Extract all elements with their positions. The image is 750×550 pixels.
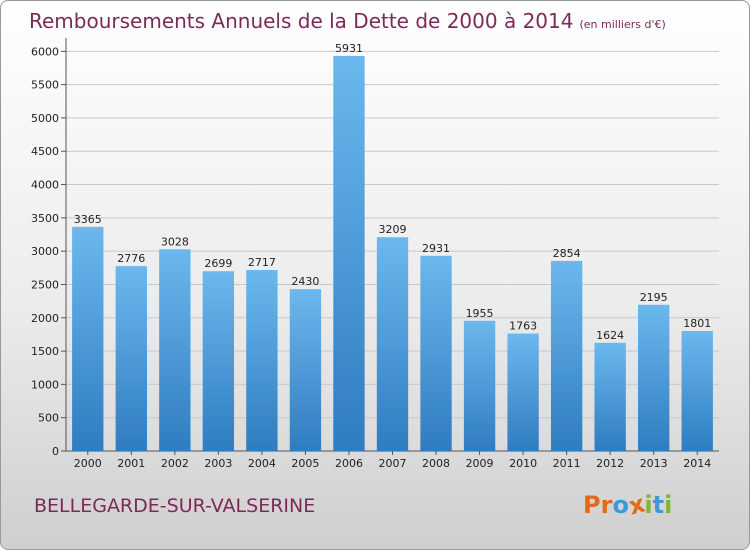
bar xyxy=(594,342,626,451)
chart-title: Remboursements Annuels de la Dette de 20… xyxy=(29,9,666,33)
data-label: 1624 xyxy=(596,329,624,342)
x-tick-label: 2002 xyxy=(161,457,189,470)
x-tick-label: 2011 xyxy=(553,457,581,470)
data-label: 2717 xyxy=(248,256,276,269)
x-tick-label: 2010 xyxy=(509,457,537,470)
bar xyxy=(159,249,191,451)
bar xyxy=(246,270,278,451)
proxiti-logo[interactable]: Proxiti xyxy=(583,489,673,520)
bar xyxy=(507,333,539,451)
chart-subtitle: (en milliers d'€) xyxy=(579,18,666,31)
y-tick-label: 2500 xyxy=(31,278,59,291)
bar xyxy=(72,226,104,451)
x-tick-label: 2006 xyxy=(335,457,363,470)
x-tick-label: 2005 xyxy=(291,457,319,470)
data-label: 2776 xyxy=(117,252,145,265)
bar xyxy=(333,55,365,451)
bar xyxy=(463,320,496,451)
y-tick-label: 1000 xyxy=(31,378,59,391)
x-tick-label: 2001 xyxy=(117,457,145,470)
bar xyxy=(420,255,452,451)
logo-letter: o xyxy=(612,491,629,519)
x-tick-label: 2009 xyxy=(466,457,494,470)
logo-letter: i xyxy=(664,491,673,519)
place-name: BELLEGARDE-SUR-VALSERINE xyxy=(34,495,316,517)
chart-title-text: Remboursements Annuels de la Dette de 20… xyxy=(29,9,574,33)
y-tick-label: 5000 xyxy=(31,112,59,125)
x-tick-label: 2013 xyxy=(640,457,668,470)
y-tick-label: 4000 xyxy=(31,179,59,192)
logo-letter: i xyxy=(644,491,653,519)
data-label: 1763 xyxy=(509,320,537,333)
data-label: 3028 xyxy=(161,235,189,248)
bar xyxy=(681,331,713,451)
data-label: 2931 xyxy=(422,242,450,255)
bar xyxy=(550,260,583,451)
x-tick-label: 2004 xyxy=(248,457,276,470)
data-label: 3209 xyxy=(379,223,407,236)
bar-layer: 3365 2776 3028 2699 2717 2430 5931 3209 2931 1955… xyxy=(72,42,713,451)
x-tick-label: 2012 xyxy=(596,457,624,470)
y-tick-label: 6000 xyxy=(31,45,59,58)
y-tick-label: 500 xyxy=(38,412,59,425)
x-tick-label: 2003 xyxy=(204,457,232,470)
x-tick-label: 2014 xyxy=(683,457,711,470)
y-tick-label: 0 xyxy=(52,445,59,458)
bar xyxy=(289,289,322,451)
data-label: 2699 xyxy=(204,257,232,270)
x-tick-label: 2007 xyxy=(379,457,407,470)
bar xyxy=(376,237,409,451)
y-tick-label: 3000 xyxy=(31,245,59,258)
bar xyxy=(115,266,147,451)
x-tick-label: 2000 xyxy=(74,457,102,470)
data-label: 1955 xyxy=(466,307,494,320)
data-label: 5931 xyxy=(335,42,363,55)
y-tick-label: 4500 xyxy=(31,145,59,158)
data-label: 3365 xyxy=(74,213,102,226)
logo-letter: t xyxy=(652,491,665,519)
logo-letter: r xyxy=(600,491,613,519)
bar xyxy=(638,304,670,451)
data-label: 2195 xyxy=(640,291,668,304)
y-tick-label: 5500 xyxy=(31,79,59,92)
x-tick-label: 2008 xyxy=(422,457,450,470)
data-label: 2854 xyxy=(553,247,581,260)
logo-letter: P xyxy=(583,491,601,519)
data-label: 1801 xyxy=(683,317,711,330)
y-tick-label: 1500 xyxy=(31,345,59,358)
y-tick-label: 2000 xyxy=(31,312,59,325)
data-label: 2430 xyxy=(291,275,319,288)
y-tick-label: 3500 xyxy=(31,212,59,225)
bar xyxy=(202,271,235,451)
axis-layer: 0 500 1000 1500 2000 2500 3000 3500 4000 4500 5000… xyxy=(31,38,719,470)
